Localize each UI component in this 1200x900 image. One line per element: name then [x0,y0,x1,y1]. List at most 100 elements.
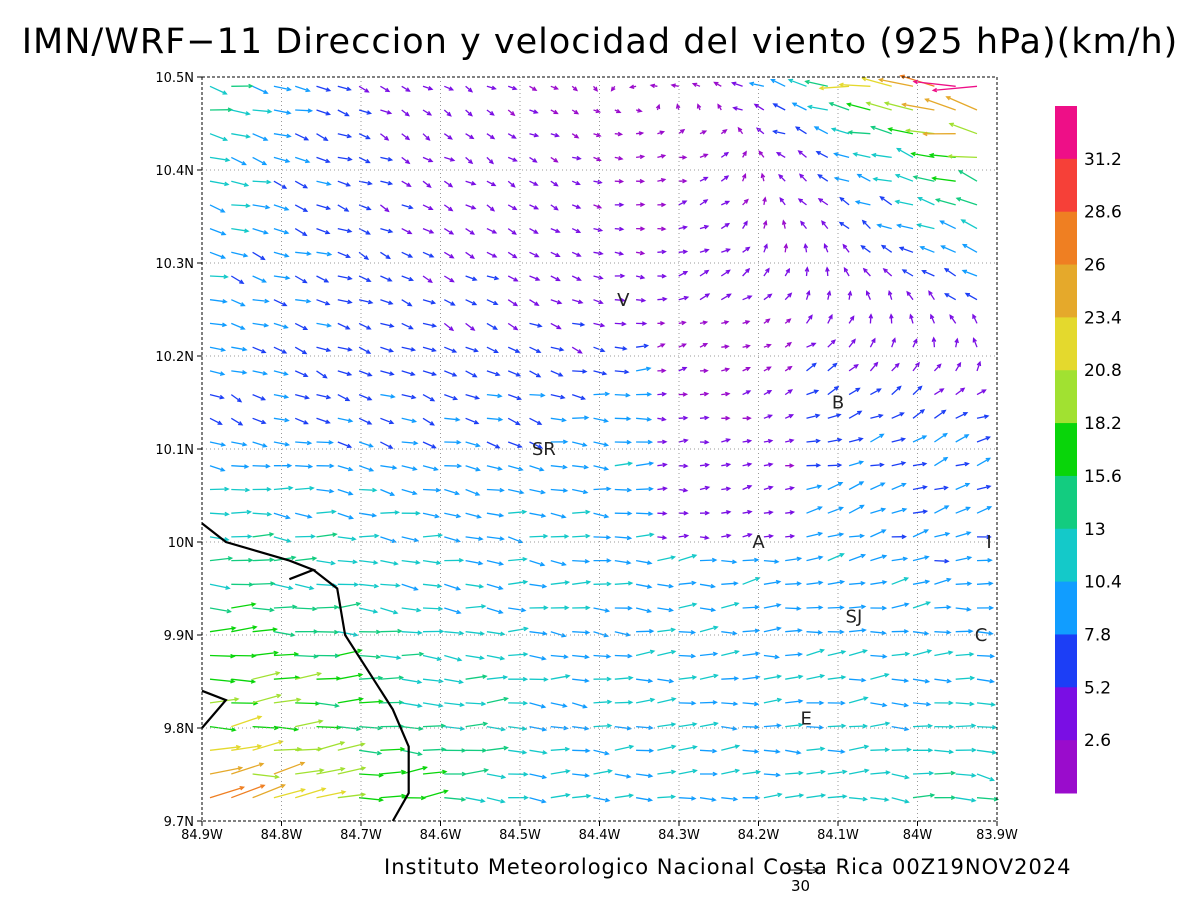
wind-arrow [870,152,892,159]
wind-arrow [699,700,718,705]
wind-arrow [273,180,288,189]
wind-arrow [486,109,495,116]
wind-arrow [614,155,624,161]
wind-arrow [887,127,914,135]
wind-arrow [359,583,380,589]
wind-arrow [529,392,546,398]
wind-arrow [529,180,539,186]
wind-arrow [316,702,340,708]
wind-arrow [657,511,668,516]
wind-arrow [444,85,455,91]
wind-arrow [657,130,666,135]
wind-arrow [784,341,792,348]
wind-arrow [917,196,935,206]
wind-arrow [294,346,308,355]
wind-arrow [762,196,767,206]
wind-arrow [889,313,894,324]
wind-arrow [358,441,374,448]
wind-arrow [847,290,853,300]
wind-arrow [934,409,947,419]
wind-arrow [721,248,731,253]
wind-arrow [657,649,677,657]
wind-arrow [444,654,463,662]
wind-arrow [833,152,850,159]
wind-arrow [465,275,478,281]
wind-arrow [486,251,498,258]
wind-arrow [657,607,674,613]
wind-arrow [550,580,571,585]
wind-arrow [614,511,633,516]
wind-arrow [209,322,228,328]
wind-arrow [763,414,773,419]
wind-arrow [358,322,372,330]
wind-arrow [294,370,309,377]
wind-arrow [316,180,332,186]
wind-arrow [508,725,528,731]
wind-arrow [848,504,865,514]
wind-arrow [919,245,935,253]
wind-arrow [806,506,823,514]
wind-arrow [906,290,914,301]
wind-arrow [614,461,634,467]
wind-arrow [550,702,568,708]
wind-arrow [912,509,929,515]
wind-arrow [678,796,697,801]
wind-arrow [845,102,871,111]
wind-arrow [231,602,257,609]
wind-arrow [699,153,709,159]
wind-arrow [870,630,887,636]
wind-arrow [635,649,656,657]
wind-arrow [380,322,395,328]
wind-arrow [529,204,540,210]
wind-arrow [465,797,486,804]
wind-arrow [444,440,462,445]
wind-arrow [295,629,319,634]
wind-arrow [252,322,270,328]
wind-arrow [401,749,423,757]
wind-arrow [507,393,522,401]
wind-arrow [826,290,832,300]
wind-arrow [870,702,888,708]
wind-arrow [422,417,435,426]
wind-arrow [252,204,271,210]
wind-arrow [550,674,571,680]
wind-arrow [316,790,347,799]
wind-arrow [614,487,633,493]
wind-arrow [231,534,253,539]
reference-vector-label: 30 [791,877,811,895]
wind-arrow [550,534,570,539]
wind-arrow [337,696,364,704]
wind-arrow [465,488,481,496]
wind-arrow [870,462,885,468]
wind-arrow [870,770,891,775]
wind-arrow [732,106,743,111]
wind-arrow [230,275,245,284]
wind-arrow [614,653,633,659]
wind-arrow [422,370,438,376]
wind-arrow [508,579,529,585]
wind-arrow [571,85,579,92]
wind-arrow [912,555,930,562]
wind-arrow [593,227,604,233]
wind-arrow [507,251,518,259]
wind-arrow [742,320,751,325]
wind-arrow [657,769,677,775]
colorbar-label: 31.2 [1084,150,1122,170]
wind-arrow [572,725,590,731]
wind-arrow [380,769,407,775]
wind-arrow [508,749,528,755]
wind-arrow [337,559,359,565]
wind-arrow [785,486,795,491]
wind-arrow [444,346,458,353]
wind-arrow [252,784,286,799]
wind-arrow [316,299,331,306]
colorbar-label: 26 [1084,256,1106,276]
wind-arrow [231,299,246,307]
wind-arrow [294,180,309,189]
wind-arrow [593,465,610,471]
wind-arrow [593,607,611,613]
wind-arrow [717,103,722,111]
wind-arrow [422,723,447,729]
wind-arrow [949,314,957,324]
wind-arrow [337,536,357,542]
